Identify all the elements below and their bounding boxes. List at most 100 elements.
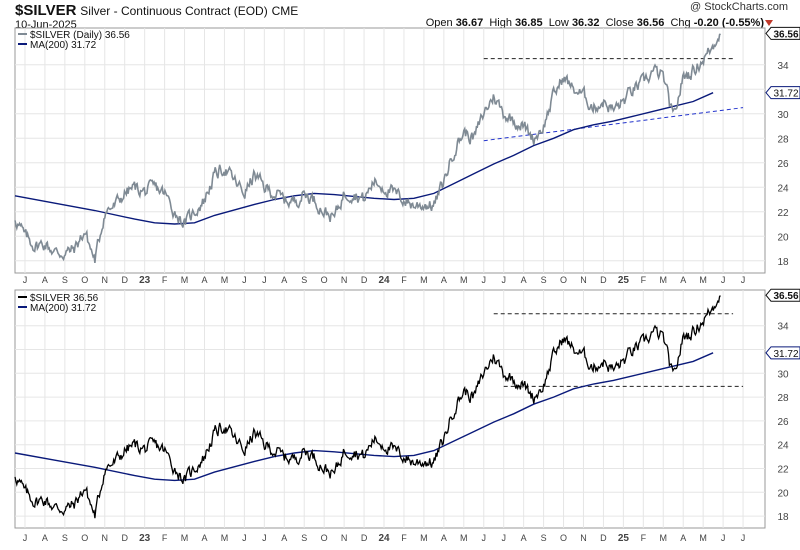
x-tick-label: M xyxy=(699,275,707,285)
x-tick-label: S xyxy=(541,275,547,285)
x-tick-label: J xyxy=(482,275,487,285)
x-tick-label: M xyxy=(420,275,428,285)
x-tick-label: J xyxy=(501,275,506,285)
x-tick-label: N xyxy=(341,533,348,543)
brand-name: StockCharts.com xyxy=(704,1,788,13)
ma-value-tag-box xyxy=(765,86,800,100)
x-tick-label: M xyxy=(460,275,468,285)
x-tick-label: M xyxy=(699,533,707,543)
x-tick-label: S xyxy=(62,275,68,285)
low-label: Low xyxy=(548,17,569,29)
legend-label: $SILVER 36.56 xyxy=(30,293,99,304)
x-tick-label: J xyxy=(741,533,746,543)
legend-label: MA(200) 31.72 xyxy=(30,303,97,314)
x-tick-label: M xyxy=(221,275,229,285)
x-tick-label: M xyxy=(181,275,189,285)
legend-label: $SILVER (Daily) 36.56 xyxy=(30,30,130,41)
x-tick-label: 24 xyxy=(378,533,390,544)
x-tick-label: O xyxy=(81,533,88,543)
x-tick-label: N xyxy=(102,275,109,285)
y-tick-label: 30 xyxy=(777,110,789,121)
y-tick-label: 22 xyxy=(777,465,789,476)
y-tick-label: 30 xyxy=(777,369,789,380)
down-triangle-icon xyxy=(765,20,773,26)
x-tick-label: D xyxy=(600,275,607,285)
x-tick-label: O xyxy=(560,533,567,543)
x-tick-label: A xyxy=(680,275,686,285)
x-tick-label: 25 xyxy=(618,275,630,286)
x-tick-label: O xyxy=(321,533,328,543)
ma-value-tag-box xyxy=(765,346,800,360)
x-tick-label: S xyxy=(62,533,68,543)
brand: @ StockCharts.com xyxy=(690,1,788,13)
chart-panel-1: J A S O N D 23 F M A M J J A S O N D 24 F M A M J J A S O N D 25 F M A M J J… xyxy=(14,26,800,286)
x-tick-label: F xyxy=(401,533,407,543)
x-tick-label: F xyxy=(641,275,647,285)
x-tick-label: J xyxy=(262,275,267,285)
description: Silver - Continuous Contract (EOD) xyxy=(80,4,268,18)
x-tick-label: J xyxy=(242,275,247,285)
high-value: 36.85 xyxy=(515,17,543,29)
last-price-tag-box xyxy=(765,26,800,40)
ma-value-tag: 31.72 xyxy=(773,349,798,360)
x-tick-label: S xyxy=(301,533,307,543)
x-tick-label: J xyxy=(482,533,487,543)
ma-value-tag: 31.72 xyxy=(773,89,798,100)
ma200-line xyxy=(14,352,714,482)
x-tick-label: J xyxy=(721,275,726,285)
x-tick-label: A xyxy=(521,275,527,285)
x-tick-label: M xyxy=(660,275,668,285)
x-tick-label: F xyxy=(162,533,168,543)
x-tick-label: N xyxy=(341,275,348,285)
x-tick-label: D xyxy=(121,533,128,543)
x-tick-label: J xyxy=(262,533,267,543)
x-tick-label: M xyxy=(420,533,428,543)
last-price-tag: 36.56 xyxy=(773,29,798,40)
price-line xyxy=(14,295,721,519)
x-tick-label: J xyxy=(501,533,506,543)
open-value: 36.67 xyxy=(455,17,484,29)
chg-label: Chg xyxy=(670,17,691,29)
x-tick-label: 24 xyxy=(378,275,390,286)
x-tick-label: O xyxy=(560,275,567,285)
x-tick-label: J xyxy=(741,275,746,285)
last-price-tag-box xyxy=(765,288,800,302)
x-tick-label: D xyxy=(361,275,368,285)
y-tick-label: 24 xyxy=(777,183,789,194)
y-tick-label: 26 xyxy=(777,159,789,170)
x-tick-label: A xyxy=(281,275,287,285)
x-tick-label: M xyxy=(181,533,189,543)
x-tick-label: D xyxy=(361,533,368,543)
y-tick-label: 26 xyxy=(777,417,789,428)
last-price-tag: 36.56 xyxy=(773,291,798,302)
y-tick-label: 34 xyxy=(777,322,789,333)
x-tick-label: M xyxy=(460,533,468,543)
plot-frame xyxy=(14,27,766,274)
x-tick-label: S xyxy=(301,275,307,285)
ma200-line xyxy=(14,92,714,225)
x-tick-label: J xyxy=(721,533,726,543)
chart-panel-2: J A S O N D 23 F M A M J J A S O N D 24 F M A M J J A S O N D 25 F M A M J J… xyxy=(14,288,800,544)
x-tick-label: O xyxy=(81,275,88,285)
close-label: Close xyxy=(605,17,634,29)
x-tick-label: N xyxy=(580,533,587,543)
x-tick-label: A xyxy=(521,533,527,543)
x-tick-label: A xyxy=(201,533,207,543)
symbol: $SILVER xyxy=(15,2,77,19)
copyright-icon: @ xyxy=(690,1,702,13)
y-tick-label: 24 xyxy=(777,441,789,452)
x-tick-label: S xyxy=(541,533,547,543)
x-tick-label: A xyxy=(680,533,686,543)
x-tick-label: M xyxy=(660,533,668,543)
y-tick-label: 28 xyxy=(777,134,789,145)
y-tick-label: 18 xyxy=(777,512,789,523)
y-tick-label: 20 xyxy=(777,232,789,243)
x-tick-label: D xyxy=(600,533,607,543)
x-tick-label: F xyxy=(641,533,647,543)
y-tick-label: 20 xyxy=(777,488,789,499)
x-tick-label: A xyxy=(281,533,287,543)
x-tick-label: N xyxy=(580,275,587,285)
chg-value: -0.20 (-0.55%) xyxy=(693,17,764,29)
plot-frame xyxy=(14,289,766,529)
